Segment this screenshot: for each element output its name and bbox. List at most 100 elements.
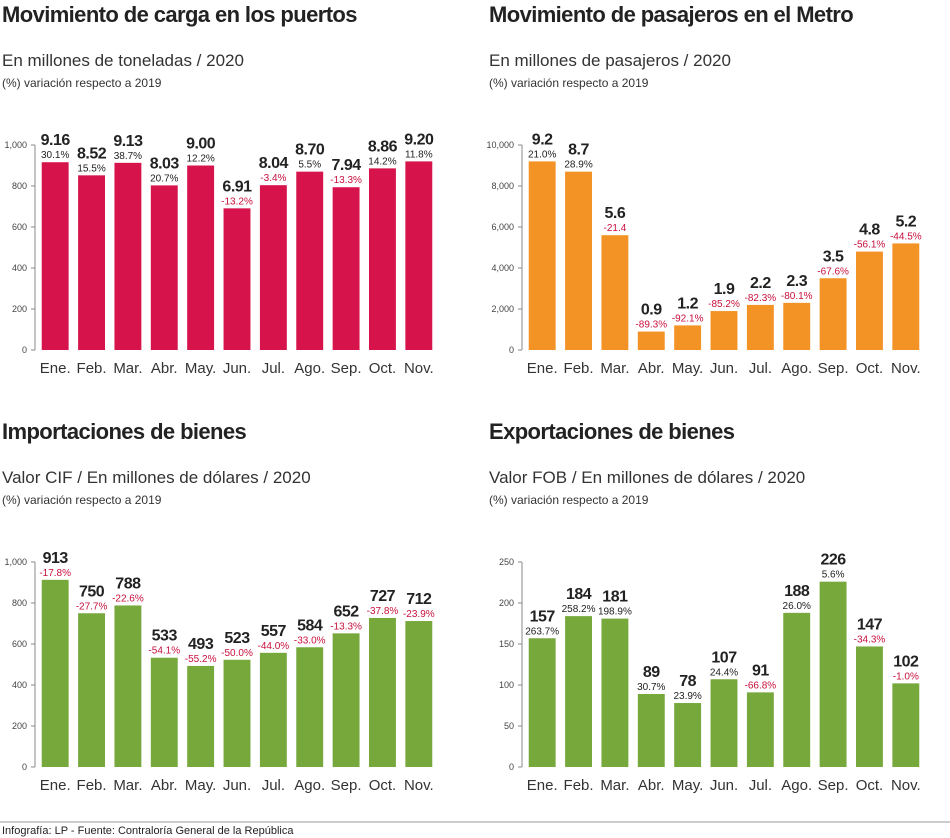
bar <box>332 633 360 767</box>
bar <box>78 175 105 350</box>
value-label: 9.20 <box>404 131 434 148</box>
y-tick-label: 8,000 <box>491 181 514 191</box>
footer: Infografía: LP - Fuente: Contraloría Gen… <box>2 825 294 837</box>
x-tick-label: Mar. <box>600 360 629 377</box>
change-label: -13.3% <box>330 175 362 186</box>
change-label: 21.0% <box>528 149 556 160</box>
chart-note: (%) variación respecto a 2019 <box>489 493 649 507</box>
x-tick-label: Feb. <box>564 777 594 794</box>
bar <box>78 613 105 767</box>
change-label: -56.1% <box>854 240 886 251</box>
change-label: 38.7% <box>114 151 142 162</box>
y-tick-label: 10,000 <box>486 140 514 150</box>
bar <box>528 638 556 767</box>
bar <box>296 647 324 767</box>
change-label: 26.0% <box>783 601 811 612</box>
value-label: 8.03 <box>150 155 180 172</box>
bar <box>114 162 142 350</box>
y-tick-label: 400 <box>12 263 27 273</box>
bar <box>856 251 883 350</box>
x-tick-label: Nov. <box>891 777 921 794</box>
change-label: -3.4% <box>260 173 286 184</box>
chart-note: (%) variación respecto a 2019 <box>2 493 162 507</box>
value-label: 9.2 <box>532 131 553 148</box>
value-label: 523 <box>224 630 250 647</box>
x-tick-label: Abr. <box>151 360 178 377</box>
x-tick-label: Ene. <box>40 777 71 794</box>
bar <box>114 605 142 767</box>
change-label: -17.8% <box>39 568 71 579</box>
change-label: 5.6% <box>822 570 845 581</box>
x-tick-label: Oct. <box>856 360 884 377</box>
bar <box>187 165 215 350</box>
change-label: -80.1% <box>781 291 813 302</box>
change-label: -13.3% <box>330 621 362 632</box>
y-tick-label: 0 <box>509 345 514 355</box>
bar <box>783 302 811 350</box>
bar <box>601 618 629 767</box>
bar <box>187 665 215 767</box>
y-tick-label: 1,000 <box>4 557 27 567</box>
value-label: 78 <box>679 673 696 690</box>
chart-note: (%) variación respecto a 2019 <box>2 76 162 90</box>
change-label: -92.1% <box>672 313 704 324</box>
y-tick-label: 0 <box>509 762 514 772</box>
value-label: 147 <box>857 616 883 633</box>
change-label: 28.9% <box>564 160 592 171</box>
change-label: 198.9% <box>598 607 632 618</box>
value-label: 89 <box>643 664 660 681</box>
bar <box>637 331 665 350</box>
x-tick-label: Jul. <box>262 777 285 794</box>
value-label: 9.16 <box>41 132 71 149</box>
bar <box>405 161 433 350</box>
change-label: -22.6% <box>112 593 144 604</box>
y-tick-label: 150 <box>499 639 514 649</box>
y-tick-label: 250 <box>499 557 514 567</box>
change-label: 258.2% <box>562 604 596 615</box>
value-label: 184 <box>566 586 592 603</box>
change-label: -89.3% <box>635 320 667 331</box>
x-tick-label: Ago. <box>294 777 325 794</box>
y-tick-label: 800 <box>12 181 27 191</box>
y-tick-label: 200 <box>12 304 27 314</box>
value-label: 533 <box>152 628 178 645</box>
y-tick-label: 1,000 <box>4 140 27 150</box>
value-label: 8.7 <box>568 142 589 159</box>
bar <box>710 311 738 350</box>
value-label: 226 <box>820 552 846 569</box>
change-label: -1.0% <box>893 671 919 682</box>
x-tick-label: Oct. <box>856 777 884 794</box>
bar <box>892 243 920 350</box>
bar <box>565 171 592 350</box>
x-tick-label: Jun. <box>710 777 738 794</box>
change-label: 30.1% <box>41 150 69 161</box>
value-label: 107 <box>711 649 737 666</box>
chart-title: Movimiento de pasajeros en el Metro <box>489 2 853 27</box>
value-label: 5.6 <box>605 205 626 222</box>
value-label: 557 <box>261 623 287 640</box>
x-tick-label: Mar. <box>113 360 142 377</box>
bar <box>819 581 847 767</box>
change-label: -37.8% <box>367 606 399 617</box>
x-tick-label: Jul. <box>262 360 285 377</box>
value-label: 788 <box>115 575 141 592</box>
x-tick-label: Jul. <box>749 360 772 377</box>
bar <box>41 162 69 350</box>
change-label: -67.6% <box>817 266 849 277</box>
change-label: 15.5% <box>77 163 105 174</box>
change-label: 24.4% <box>710 667 738 678</box>
bar <box>637 694 665 767</box>
value-label: 91 <box>752 662 769 679</box>
x-tick-label: Ago. <box>781 360 812 377</box>
value-label: 2.2 <box>750 275 771 292</box>
y-tick-label: 600 <box>12 222 27 232</box>
value-label: 4.8 <box>859 222 880 239</box>
value-label: 181 <box>602 589 628 606</box>
value-label: 913 <box>43 550 69 567</box>
value-label: 493 <box>188 636 214 653</box>
y-tick-label: 800 <box>12 598 27 608</box>
x-tick-label: Abr. <box>638 777 665 794</box>
chart-title: Exportaciones de bienes <box>489 419 735 444</box>
value-label: 8.04 <box>259 155 289 172</box>
